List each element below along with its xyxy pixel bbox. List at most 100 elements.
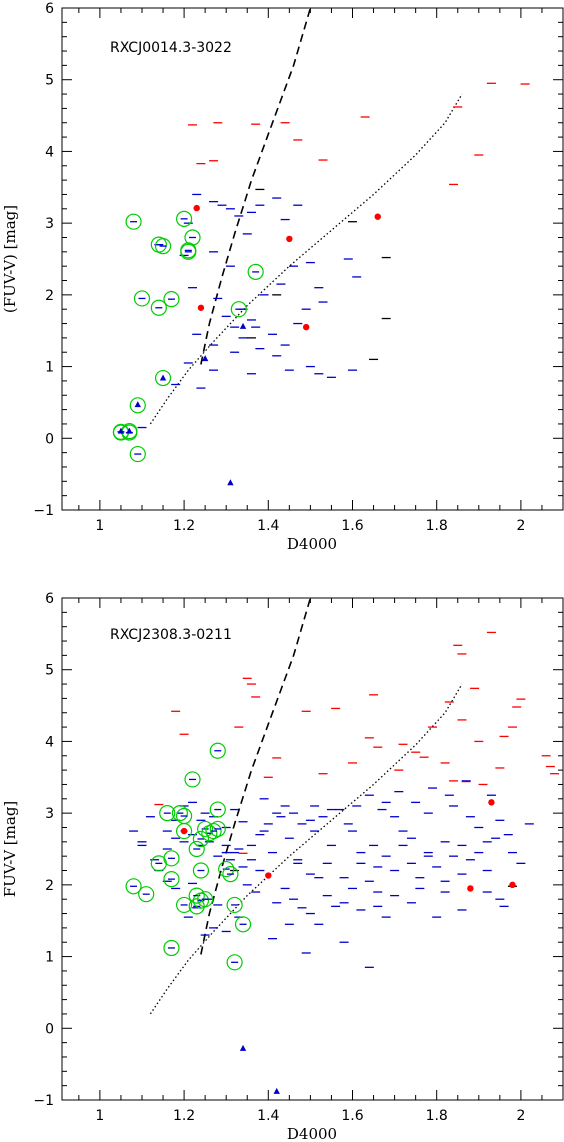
- x-tick-label: 1.2: [173, 518, 195, 534]
- x-axis-label: D4000: [287, 535, 337, 553]
- dashed-model-curve: [200, 7, 312, 365]
- blue-triangle-point: [134, 401, 141, 408]
- y-tick-label: 1: [45, 360, 54, 376]
- green-circle: [125, 878, 142, 895]
- green-circle: [129, 445, 146, 463]
- green-circle: [230, 301, 247, 318]
- y-tick-label: 4: [45, 734, 54, 750]
- x-tick-label: 1: [95, 518, 104, 534]
- green-circle: [201, 825, 218, 842]
- green-circle: [125, 213, 142, 230]
- data-marks: [112, 82, 530, 486]
- y-axis-label: FUV-V [mag]: [1, 801, 19, 898]
- green-circle: [188, 887, 205, 904]
- green-circle: [218, 860, 235, 878]
- model-curves: [149, 7, 463, 425]
- green-circle: [154, 369, 172, 387]
- blue-triangle-point: [239, 322, 247, 329]
- red-dot-point: [180, 827, 188, 835]
- y-tick-label: 5: [45, 663, 54, 679]
- x-tick-label: 1.2: [173, 1108, 195, 1124]
- green-circle: [234, 916, 252, 933]
- y-tick-label: 3: [45, 216, 54, 232]
- green-circle: [129, 397, 146, 414]
- panel-title: RXCJ0014.3-3022: [110, 40, 232, 56]
- red-dot-point: [265, 872, 272, 879]
- y-ticks: −1 0 1 2 3 4 5 6: [33, 591, 563, 1109]
- red-dot-point: [488, 799, 495, 806]
- x-tick-label: 2: [516, 1108, 525, 1124]
- green-circle: [163, 850, 180, 867]
- green-circle: [209, 801, 226, 818]
- green-circle: [175, 822, 193, 840]
- red-dot-point: [286, 235, 293, 243]
- y-tick-label: 2: [45, 288, 54, 304]
- blue-triangle-point: [117, 427, 125, 434]
- green-circle: [138, 886, 155, 903]
- green-circle: [222, 865, 239, 883]
- y-tick-label: 1: [45, 950, 54, 966]
- green-circle: [171, 805, 188, 822]
- green-circle: [209, 820, 226, 838]
- x-axis-label: D4000: [287, 1125, 337, 1142]
- blue-triangle-point: [227, 479, 234, 486]
- green-circle: [247, 263, 264, 281]
- panel-title: RXCJ2308.3-0211: [110, 627, 232, 643]
- green-circle: [205, 822, 222, 840]
- green-circle: [184, 771, 201, 788]
- y-tick-label: 5: [45, 73, 54, 89]
- green-circle: [163, 291, 180, 308]
- plot-frame: [61, 7, 564, 511]
- x-tick-label: 1: [95, 1108, 104, 1124]
- red-dot-point: [374, 213, 381, 220]
- x-tick-label: 1.8: [426, 1108, 448, 1124]
- green-circle: [192, 862, 210, 879]
- green-circle: [180, 243, 197, 260]
- blue-triangle-point: [273, 1087, 280, 1094]
- y-tick-label: 6: [45, 1, 54, 17]
- green-circle: [150, 299, 167, 316]
- green-circle: [163, 871, 180, 888]
- blue-triangle-point: [201, 355, 209, 362]
- y-tick-label: −1: [33, 1093, 54, 1109]
- panel-rxcj2308: RXCJ2308.3-0211 D4000 FUV-V [mag] 1 1.2 1.…: [1, 591, 564, 1142]
- green-circle: [154, 237, 172, 255]
- x-tick-label: 1.4: [257, 1108, 279, 1124]
- green-circle: [175, 896, 193, 914]
- green-circle: [197, 891, 214, 908]
- y-tick-label: 0: [45, 1021, 54, 1037]
- panel-rxcj0014: RXCJ0014.3-3022 D4000 (FUV-V) [mag] 1 1.2…: [1, 1, 564, 553]
- green-circle: [133, 290, 151, 307]
- y-tick-label: 6: [45, 591, 54, 607]
- blue-triangle-point: [159, 374, 167, 381]
- dotted-model-curve: [149, 93, 463, 425]
- green-circle: [226, 896, 243, 914]
- y-tick-label: 0: [45, 431, 54, 447]
- y-tick-label: −1: [33, 503, 54, 519]
- x-ticks: 1 1.2 1.4 1.6 1.8 2: [78, 598, 543, 1124]
- model-curves: [149, 597, 463, 1015]
- green-circle: [226, 954, 243, 971]
- red-dot-point: [197, 304, 205, 311]
- red-dot-point: [302, 323, 310, 331]
- plot-frame: [61, 597, 564, 1101]
- blue-triangle-point: [126, 427, 133, 434]
- y-axis-label: (FUV-V) [mag]: [1, 205, 19, 313]
- green-circle: [209, 742, 226, 759]
- x-tick-label: 2: [516, 518, 525, 534]
- x-tick-label: 1.6: [341, 518, 363, 534]
- y-tick-label: 2: [45, 878, 54, 894]
- x-tick-label: 1.6: [341, 1108, 363, 1124]
- green-circle: [159, 805, 176, 822]
- green-circle: [188, 840, 205, 858]
- green-circle: [163, 939, 180, 957]
- x-ticks: 1 1.2 1.4 1.6 1.8 2: [78, 8, 543, 534]
- x-tick-label: 1.4: [257, 518, 279, 534]
- y-tick-label: 4: [45, 144, 54, 160]
- dashed-model-curve: [200, 597, 312, 955]
- red-dot-point: [467, 885, 474, 892]
- blue-triangle-point: [239, 1044, 247, 1051]
- y-tick-label: 3: [45, 806, 54, 822]
- y-ticks: −1 0 1 2 3 4 5 6: [33, 1, 563, 519]
